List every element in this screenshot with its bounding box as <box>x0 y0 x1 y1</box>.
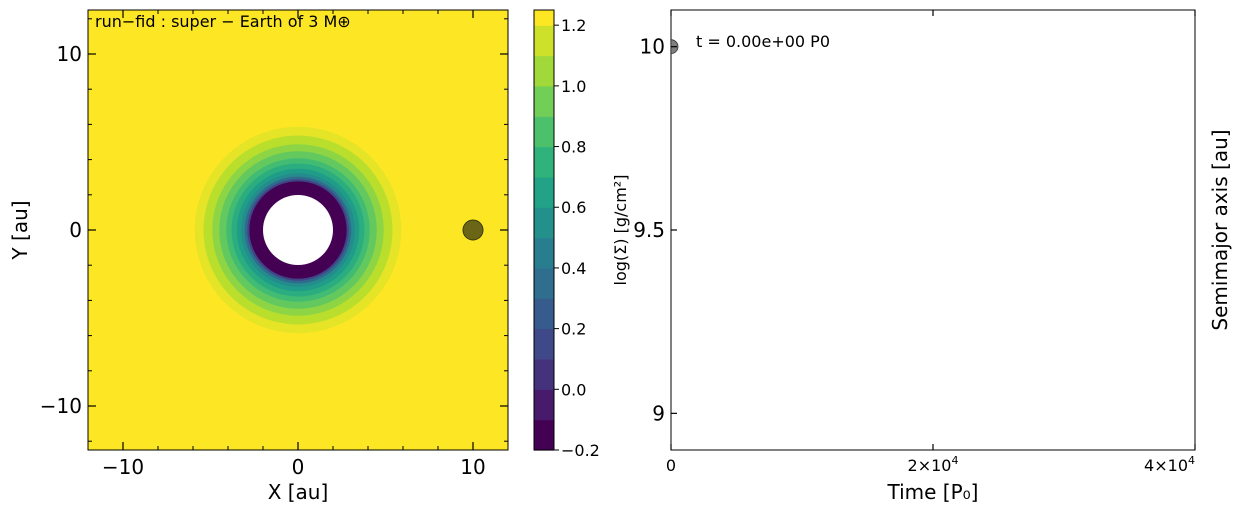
time-tick-label: 2×104 <box>908 454 959 475</box>
left-axis-ticks: −10 0 10 10 0 −10 <box>40 10 509 479</box>
colorbar-tick-label: 0.0 <box>561 380 586 399</box>
colorbar-tick-label: 0.2 <box>561 320 586 339</box>
x-tick-label: 10 <box>460 455 485 479</box>
time-annotation: t = 0.00e+00 P0 <box>696 32 830 51</box>
colorbar-tick-label: −0.2 <box>561 441 600 460</box>
colorbar-band <box>534 146 554 178</box>
colorbar-band <box>534 10 554 26</box>
planet-marker <box>462 219 484 241</box>
time-tick-label: 0 <box>666 456 676 475</box>
colorbar-frame <box>533 9 555 451</box>
colorbar-band <box>534 25 554 57</box>
right-plot-area <box>670 9 1196 451</box>
left-ylabel: Y [au] <box>8 200 32 260</box>
colorbar-band <box>534 267 554 299</box>
y-tick-label: 0 <box>69 218 82 242</box>
colorbar-tick-label: 0.4 <box>561 259 586 278</box>
x-tick-label: 0 <box>292 455 305 479</box>
colorbar-band <box>534 389 554 421</box>
colorbar: 1.2 1.0 0.8 0.6 0.4 0.2 0.0 −0.2 log(Σ) [g/cm²] <box>533 9 630 460</box>
colorbar-tick-label: 0.8 <box>561 138 586 157</box>
left-xlabel: X [au] <box>268 480 329 504</box>
inner-hole <box>263 195 333 265</box>
colorbar-band <box>534 116 554 148</box>
y-tick-label: −10 <box>40 394 82 418</box>
colorbar-band <box>534 85 554 117</box>
x-tick-label: −10 <box>102 455 144 479</box>
colorbar-band <box>534 176 554 208</box>
density-map-panel: −10 0 10 10 0 −10 run−fid : super − Earth of … <box>8 9 509 504</box>
y-tick-label: 10 <box>57 42 82 66</box>
colorbar-band <box>534 55 554 87</box>
colorbar-band <box>534 419 554 451</box>
colorbar-band <box>534 207 554 239</box>
colorbar-tick-label: 0.6 <box>561 198 586 217</box>
colorbar-bands <box>534 10 554 451</box>
semimajor-tick-label: 10 <box>640 35 665 59</box>
right-ylabel: Semimajor axis [au] <box>1208 129 1232 330</box>
colorbar-tick-label: 1.2 <box>561 16 586 35</box>
colorbar-band <box>534 298 554 330</box>
right-axis-ticks: 0 2×104 4×104 10 9.5 9 <box>633 10 1196 475</box>
colorbar-tick-label: 1.0 <box>561 77 586 96</box>
colorbar-ticks: 1.2 1.0 0.8 0.6 0.4 0.2 0.0 −0.2 <box>554 16 600 460</box>
time-tick-label: 4×104 <box>1144 454 1195 475</box>
semimajor-tick-label: 9.5 <box>633 218 665 242</box>
semimajor-axis-panel: 0 2×104 4×104 10 9.5 9 t = 0.00e+00 P0 Time [… <box>633 9 1232 504</box>
semimajor-tick-label: 9 <box>652 401 665 425</box>
colorbar-band <box>534 358 554 390</box>
left-title: run−fid : super − Earth of 3 M⊕ <box>95 12 351 31</box>
colorbar-band <box>534 328 554 360</box>
right-xlabel: Time [P₀] <box>887 480 979 504</box>
disk-contours <box>194 126 402 334</box>
colorbar-label: log(Σ) [g/cm²] <box>611 175 630 286</box>
colorbar-band <box>534 237 554 269</box>
